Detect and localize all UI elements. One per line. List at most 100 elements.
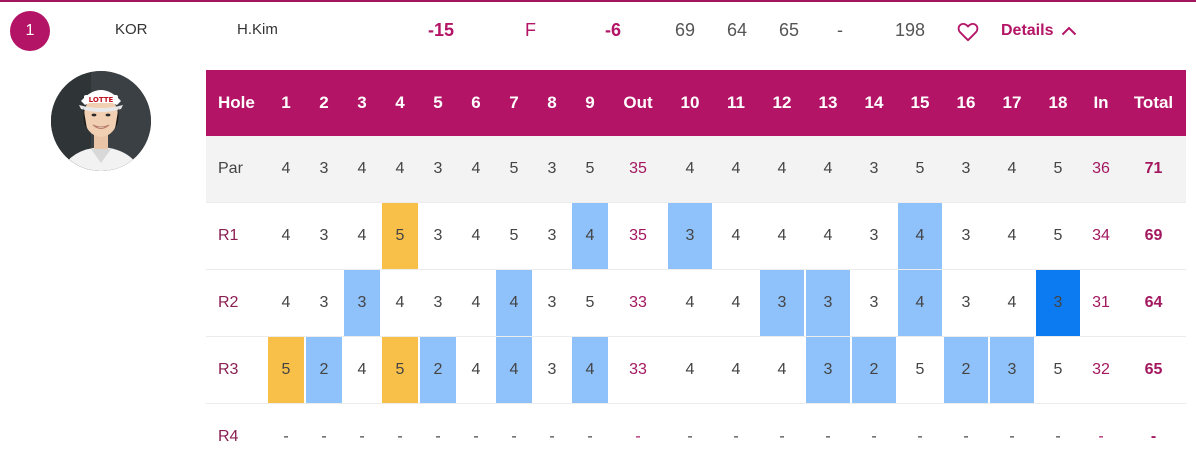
bogey-score: 5 [268, 337, 304, 403]
score-value: - [1098, 428, 1104, 445]
hole-cell: 4 [267, 203, 305, 270]
player-avatar: LOTTE [51, 71, 151, 171]
header-out: Out [609, 70, 667, 136]
score-value: 33 [629, 361, 647, 378]
hole-cell: 4 [571, 337, 609, 404]
score-value: 5 [1053, 227, 1063, 244]
score-value: 4 [777, 361, 787, 378]
score-value: 64 [1144, 294, 1163, 311]
score-value: 71 [1144, 160, 1163, 177]
hole-cell: 4 [667, 136, 713, 203]
hole-cell: 4 [989, 136, 1035, 203]
header-cell: 8 [533, 70, 571, 136]
thru: F [525, 20, 536, 40]
hole-cell: 3 [805, 337, 851, 404]
score-value: - [587, 428, 593, 445]
score-value: 5 [1053, 160, 1063, 177]
hole-cell: - [897, 404, 943, 470]
hole-cell: 3 [759, 270, 805, 337]
hole-cell: - [305, 404, 343, 470]
header-hole: Hole [206, 70, 267, 136]
hole-cell: 4 [457, 203, 495, 270]
player-name[interactable]: H.Kim [237, 21, 278, 38]
hole-cell: 4 [381, 270, 419, 337]
score-value: 5 [585, 160, 595, 177]
hole-cell: 4 [343, 203, 381, 270]
score-value: 4 [357, 227, 367, 244]
out-cell: - [609, 404, 667, 470]
score-value: 3 [547, 294, 557, 311]
score-value: 65 [1144, 361, 1163, 378]
header-cell: 12 [759, 70, 805, 136]
chevron-up-icon [1062, 26, 1077, 36]
score-value: 4 [685, 361, 695, 378]
score-value: 4 [471, 160, 481, 177]
score-value: 4 [281, 227, 291, 244]
row-label: R4 [206, 404, 267, 470]
score-value: - [687, 428, 693, 445]
hole-cell: 4 [759, 337, 805, 404]
bogey-score: 5 [382, 337, 418, 403]
score-value: 35 [629, 160, 647, 177]
score-value: 5 [915, 160, 925, 177]
hole-cell: 4 [667, 337, 713, 404]
score-row-r1: R1 4 3 4 5 3 4 5 3 4 35 3 4 4 4 3 4 3 4 5 34 69 [206, 203, 1186, 270]
hole-cell: - [343, 404, 381, 470]
hole-cell: 4 [343, 337, 381, 404]
score-value: 4 [777, 160, 787, 177]
score-value: - [733, 428, 739, 445]
details-label: Details [1001, 22, 1054, 39]
hole-cell: 3 [533, 136, 571, 203]
hole-cell: 4 [989, 270, 1035, 337]
score-value: 5 [1053, 361, 1063, 378]
score-value: 4 [777, 227, 787, 244]
header-cell: 14 [851, 70, 897, 136]
hole-cell: 3 [989, 337, 1035, 404]
score-value: 4 [1007, 294, 1017, 311]
score-value: - [871, 428, 877, 445]
hole-cell: - [989, 404, 1035, 470]
score-row-r3: R3 5 2 4 5 2 4 4 3 4 33 4 4 4 3 2 5 2 3 5 32 65 [206, 337, 1186, 404]
leaderboard-row[interactable]: 1 KOR H.Kim -15 F -6 69 64 65 - 198 Deta… [0, 2, 1196, 60]
hole-cell: - [381, 404, 419, 470]
hole-cell: 4 [989, 203, 1035, 270]
score-value: - [511, 428, 517, 445]
scorecard-table: Hole 1 2 3 4 5 6 7 8 9 Out 10 11 12 13 1… [206, 70, 1186, 470]
hole-cell: - [713, 404, 759, 470]
hole-cell: 4 [759, 203, 805, 270]
header-cell: 7 [495, 70, 533, 136]
row-label: R1 [206, 203, 267, 270]
score-value: - [549, 428, 555, 445]
header-cell: 11 [713, 70, 759, 136]
score-value: 35 [629, 227, 647, 244]
hole-cell: 4 [267, 270, 305, 337]
in-cell: 32 [1081, 337, 1121, 404]
hole-cell: 5 [1035, 136, 1081, 203]
hole-cell: 3 [943, 136, 989, 203]
score-value: 3 [547, 160, 557, 177]
eagle-score: 3 [1036, 270, 1080, 336]
score-value: 3 [319, 160, 329, 177]
header-cell: 10 [667, 70, 713, 136]
score-value: - [963, 428, 969, 445]
score-value: 4 [731, 361, 741, 378]
hole-cell: 5 [381, 337, 419, 404]
hole-cell: 4 [897, 270, 943, 337]
hole-cell: 4 [343, 136, 381, 203]
score-value: 3 [547, 227, 557, 244]
score-value: - [359, 428, 365, 445]
in-cell: - [1081, 404, 1121, 470]
score-row-r2: R2 4 3 3 4 3 4 4 3 5 33 4 4 3 3 3 4 3 4 3 31 64 [206, 270, 1186, 337]
heart-icon[interactable] [957, 22, 979, 42]
score-value: 3 [869, 160, 879, 177]
hole-cell: 5 [267, 337, 305, 404]
score-value: 4 [471, 227, 481, 244]
svg-text:LOTTE: LOTTE [89, 96, 114, 104]
score-value: - [435, 428, 441, 445]
details-toggle[interactable]: Details [1001, 22, 1077, 40]
score-value: 4 [471, 361, 481, 378]
score-value: - [397, 428, 403, 445]
header-cell: 16 [943, 70, 989, 136]
hole-cell: 4 [667, 270, 713, 337]
score-value: - [1009, 428, 1015, 445]
